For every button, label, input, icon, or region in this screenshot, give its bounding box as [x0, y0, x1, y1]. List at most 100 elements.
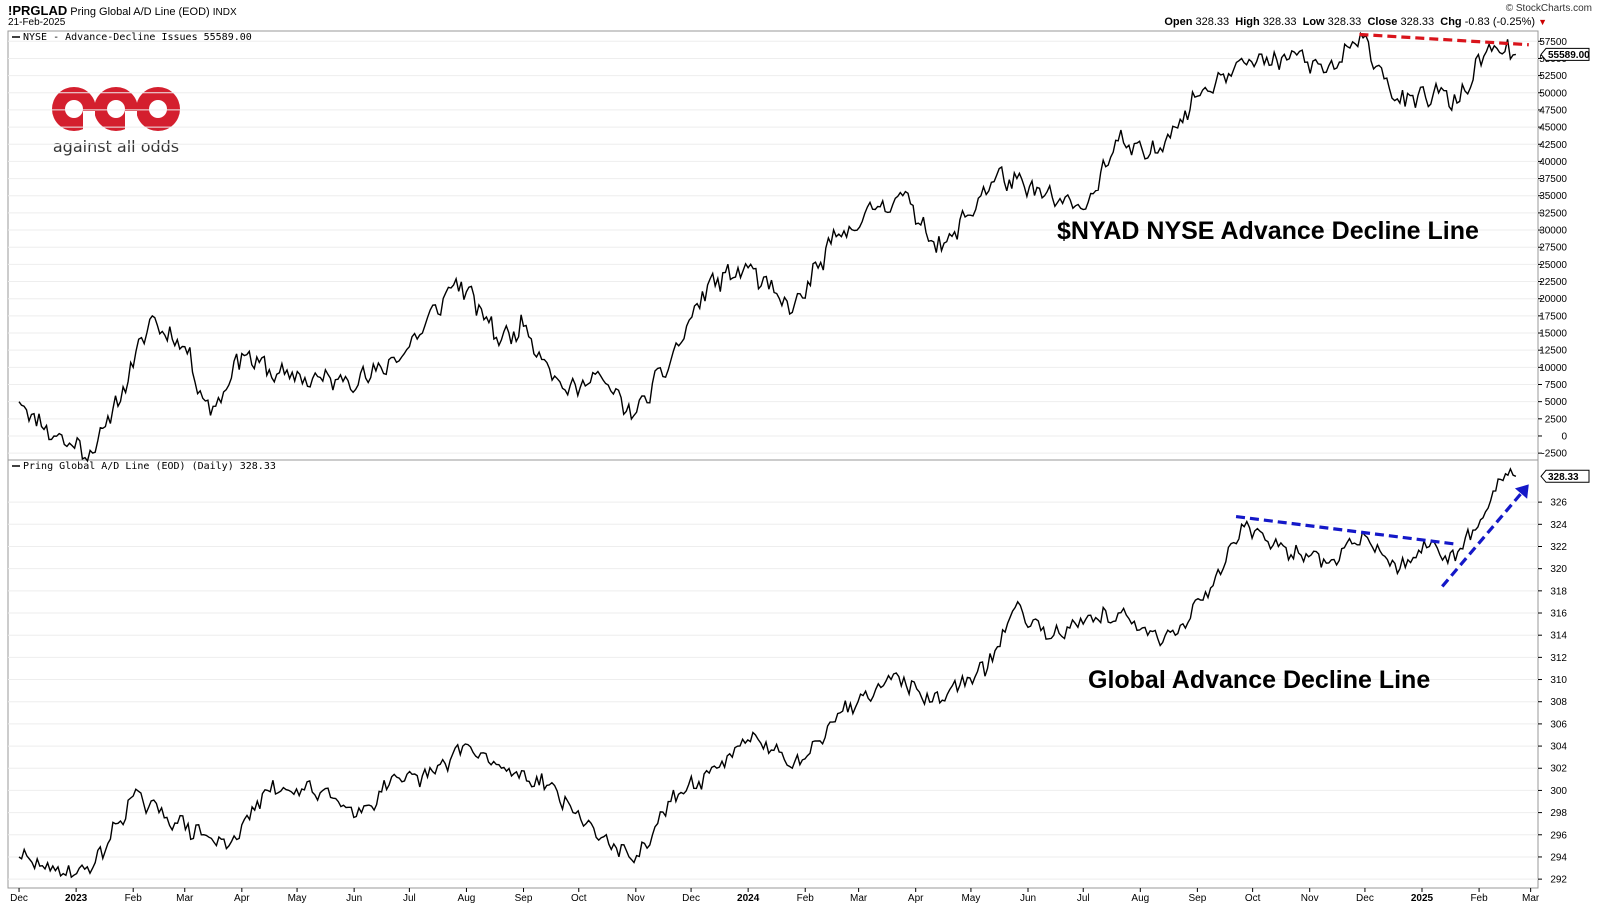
- y-tick-label: 5000: [1545, 397, 1568, 408]
- quote-bar: Open 328.33 High 328.33 Low 328.33 Close…: [1164, 16, 1547, 28]
- x-tick-label: May: [961, 893, 980, 904]
- x-tick-label: Sep: [1188, 893, 1206, 904]
- x-tick-label: Jun: [1020, 893, 1036, 904]
- x-tick-label: Aug: [1131, 893, 1149, 904]
- arrow-head-icon: [1514, 484, 1529, 499]
- top-annotation: $NYAD NYSE Advance Decline Line: [1057, 217, 1479, 245]
- y-tick-label: 22500: [1539, 277, 1567, 288]
- y-tick-label: 40000: [1539, 157, 1567, 168]
- y-tick-label: 314: [1550, 631, 1567, 642]
- x-tick-label: Nov: [627, 893, 645, 904]
- y-tick-label: 312: [1550, 653, 1567, 664]
- x-tick-label: 2023: [65, 893, 88, 904]
- x-axis: Dec 2023 Feb Mar Apr May Jun Jul Aug Sep Oct Nov Dec…: [10, 888, 1540, 904]
- bottom-panel-frame: [7, 459, 1539, 889]
- y-tick-label: -2500: [1541, 449, 1567, 460]
- y-tick-label: 17500: [1539, 311, 1567, 322]
- y-tick-label: 318: [1550, 586, 1567, 597]
- y-tick-label: 324: [1550, 520, 1567, 531]
- top-gridlines: [8, 40, 1538, 454]
- y-tick-label: 12500: [1539, 346, 1567, 357]
- y-tick-label: 326: [1550, 498, 1567, 509]
- header-left: !PRGLAD Pring Global A/D Line (EOD) INDX: [8, 3, 237, 18]
- y-tick-label: 32500: [1539, 208, 1567, 219]
- y-tick-label: 304: [1550, 742, 1567, 753]
- x-tick-label: Jun: [346, 893, 362, 904]
- blue-resistance-trendline: [1235, 514, 1458, 546]
- x-tick-label: Dec: [1356, 893, 1374, 904]
- low-value: 328.33: [1327, 16, 1362, 28]
- y-tick-label: 50000: [1539, 88, 1567, 99]
- y-tick-label: 37500: [1539, 174, 1567, 185]
- y-tick-label: 15000: [1539, 329, 1567, 340]
- top-legend: NYSE - Advance-Decline Issues 55589.00: [12, 32, 252, 43]
- close-value: 328.33: [1400, 16, 1435, 28]
- top-last-value-tag: 55589.00: [1540, 47, 1590, 61]
- header-date: 21-Feb-2025: [8, 17, 66, 28]
- x-tick-label: Oct: [571, 893, 587, 904]
- y-tick-label: 310: [1550, 675, 1567, 686]
- x-tick-label: Jul: [1077, 893, 1090, 904]
- x-tick-label: Jul: [403, 893, 416, 904]
- x-tick-label: Feb: [1470, 893, 1488, 904]
- x-tick-label: Dec: [682, 893, 700, 904]
- symbol: !PRGLAD: [8, 3, 68, 18]
- x-tick-label: Dec: [10, 893, 28, 904]
- y-tick-label: 0: [1561, 431, 1567, 442]
- y-tick-label: 27500: [1539, 243, 1567, 254]
- x-tick-label: May: [288, 893, 307, 904]
- y-tick-label: 45000: [1539, 123, 1567, 134]
- instrument-name: Pring Global A/D Line (EOD): [70, 6, 210, 18]
- red-resistance-trendline: [1359, 32, 1529, 47]
- y-tick-label: 35000: [1539, 191, 1567, 202]
- x-tick-label: Apr: [234, 893, 250, 904]
- open-value: 328.33: [1195, 16, 1230, 28]
- aao-logo: against all odds: [50, 85, 182, 160]
- y-tick-label: 316: [1550, 609, 1567, 620]
- y-tick-label: 2500: [1545, 414, 1568, 425]
- bottom-last-value-tag: 328.33: [1540, 469, 1590, 483]
- x-tick-label: Nov: [1301, 893, 1319, 904]
- x-tick-label: 2024: [737, 893, 760, 904]
- y-tick-label: 42500: [1539, 140, 1567, 151]
- nyad-series-line: [18, 31, 1517, 463]
- bottom-legend-text: Pring Global A/D Line (EOD) (Daily) 328.…: [23, 461, 276, 472]
- global-ad-series-line: [18, 467, 1517, 879]
- bottom-annotation: Global Advance Decline Line: [1088, 666, 1431, 694]
- x-tick-label: Mar: [176, 893, 194, 904]
- y-tick-label: 25000: [1539, 260, 1567, 271]
- y-tick-label: 294: [1550, 852, 1567, 863]
- high-value: 328.33: [1262, 16, 1297, 28]
- y-tick-label: 7500: [1545, 380, 1568, 391]
- y-tick-label: 302: [1550, 764, 1567, 775]
- y-tick-label: 306: [1550, 719, 1567, 730]
- y-tick-label: 30000: [1539, 226, 1567, 237]
- y-tick-label: 320: [1550, 564, 1567, 575]
- y-tick-label: 298: [1550, 808, 1567, 819]
- x-tick-label: Mar: [1522, 893, 1540, 904]
- bottom-y-axis: 326 324 322 320 318 316 314 312 310 308 306 304 302 3…: [1538, 498, 1567, 886]
- svg-text:55589.00: 55589.00: [1548, 50, 1590, 61]
- bottom-legend: Pring Global A/D Line (EOD) (Daily) 328.…: [12, 461, 276, 472]
- y-tick-label: 296: [1550, 830, 1567, 841]
- y-tick-label: 52500: [1539, 71, 1567, 82]
- y-tick-label: 308: [1550, 697, 1567, 708]
- svg-text:328.33: 328.33: [1548, 472, 1579, 483]
- aao-logo-mark: [52, 87, 180, 133]
- y-tick-label: 322: [1550, 542, 1567, 553]
- top-legend-text: NYSE - Advance-Decline Issues 55589.00: [23, 32, 252, 43]
- logo-tagline: against all odds: [52, 137, 180, 156]
- down-triangle-icon: ▼: [1538, 17, 1547, 27]
- y-tick-label: 20000: [1539, 294, 1567, 305]
- x-tick-label: Feb: [125, 893, 143, 904]
- bottom-gridlines: [8, 501, 1538, 880]
- x-tick-label: Feb: [797, 893, 815, 904]
- exchange: INDX: [212, 7, 237, 18]
- x-tick-label: 2025: [1411, 893, 1434, 904]
- y-tick-label: 300: [1550, 786, 1567, 797]
- y-tick-label: 57500: [1539, 37, 1567, 48]
- x-tick-label: Sep: [515, 893, 533, 904]
- y-tick-label: 47500: [1539, 105, 1567, 116]
- top-y-axis: 5750055000525005000047500450004250040000…: [1538, 37, 1567, 460]
